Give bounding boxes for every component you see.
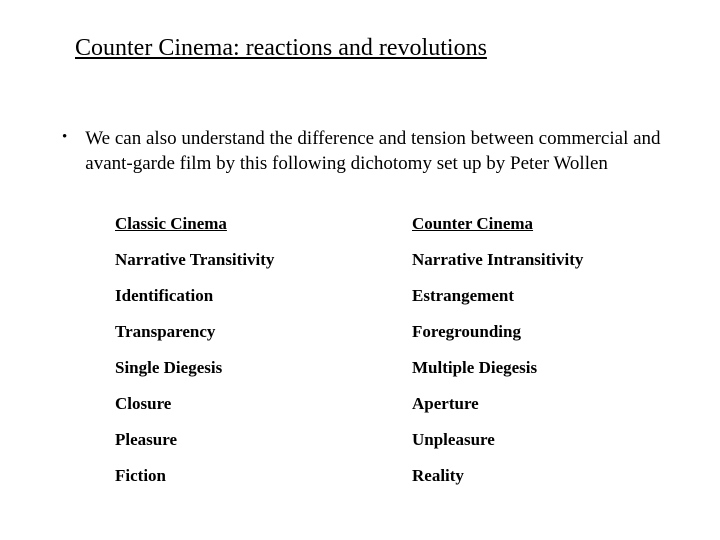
cell-left: Narrative Transitivity (115, 242, 412, 278)
cell-left: Transparency (115, 314, 412, 350)
table-row: Closure Aperture (115, 386, 655, 422)
cell-right: Aperture (412, 386, 655, 422)
table-row: Narrative Transitivity Narrative Intrans… (115, 242, 655, 278)
header-classic: Classic Cinema (115, 206, 412, 242)
cell-left: Single Diegesis (115, 350, 412, 386)
cell-right: Multiple Diegesis (412, 350, 655, 386)
cell-right: Estrangement (412, 278, 655, 314)
cell-left: Fiction (115, 458, 412, 494)
cell-right: Foregrounding (412, 314, 655, 350)
body-paragraph: We can also understand the difference an… (85, 127, 670, 176)
cell-right: Unpleasure (412, 422, 655, 458)
table-row: Single Diegesis Multiple Diegesis (115, 350, 655, 386)
bullet-item: • We can also understand the difference … (50, 127, 670, 176)
cell-left: Pleasure (115, 422, 412, 458)
header-counter: Counter Cinema (412, 206, 655, 242)
table-row: Identification Estrangement (115, 278, 655, 314)
slide-container: Counter Cinema: reactions and revolution… (0, 0, 720, 494)
bullet-marker: • (62, 127, 67, 148)
table-row: Transparency Foregrounding (115, 314, 655, 350)
cell-right: Narrative Intransitivity (412, 242, 655, 278)
table-row: Pleasure Unpleasure (115, 422, 655, 458)
cell-right: Reality (412, 458, 655, 494)
page-title: Counter Cinema: reactions and revolution… (75, 35, 670, 62)
table-row: Fiction Reality (115, 458, 655, 494)
cell-left: Identification (115, 278, 412, 314)
cell-left: Closure (115, 386, 412, 422)
dichotomy-table: Classic Cinema Counter Cinema Narrative … (115, 206, 655, 494)
dichotomy-table-wrap: Classic Cinema Counter Cinema Narrative … (115, 206, 670, 494)
